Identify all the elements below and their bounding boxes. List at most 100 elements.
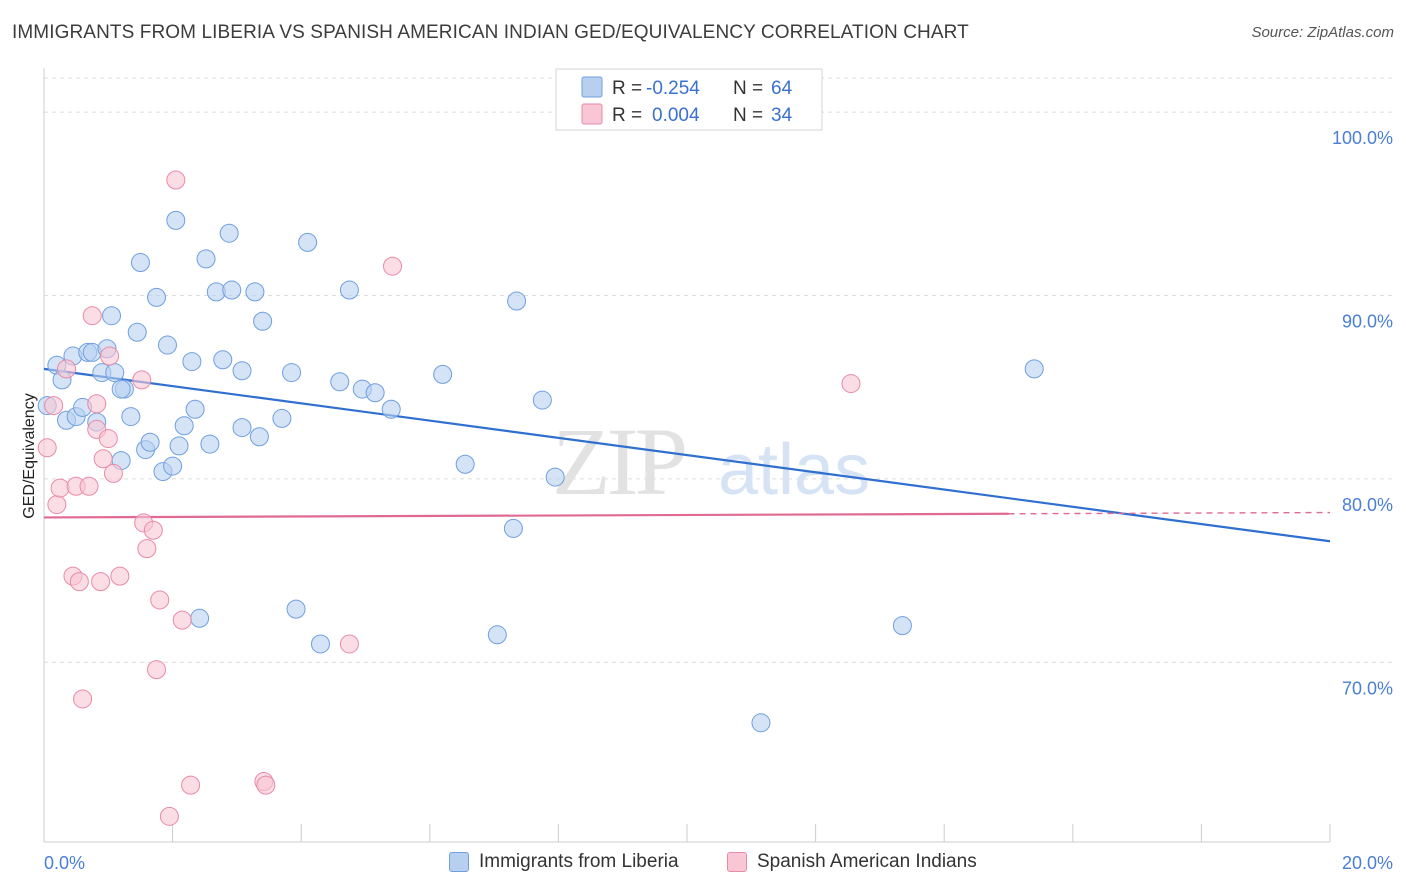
liberia-point [121, 407, 141, 427]
spanish-american-indian-point [100, 346, 120, 366]
liberia-point [200, 434, 220, 454]
liberia-point [751, 713, 771, 733]
liberia-point [330, 372, 350, 392]
liberia-point [102, 306, 122, 326]
spanish-american-indian-point [339, 634, 359, 654]
liberia-point [130, 253, 150, 273]
axis-layer: 70.0% 80.0% 90.0% 100.0% 0.0% 20.0% [43, 68, 1393, 873]
liberia-point [272, 408, 292, 428]
spanish-american-indian-trend-line [43, 512, 1009, 519]
liberia-point [232, 361, 252, 381]
liberia-trend-line [43, 367, 1331, 543]
liberia-point [140, 432, 160, 452]
liberia-point [545, 467, 565, 487]
points-layer [37, 88, 1044, 826]
spanish-american-indian-point [181, 775, 201, 795]
liberia-point [455, 454, 475, 474]
legend-swatch-blue [581, 76, 603, 98]
liberia-point [892, 616, 912, 636]
watermark-zip: ZIP [552, 408, 685, 515]
spanish-american-indian-point [159, 806, 179, 826]
liberia-point [298, 232, 318, 252]
spanish-american-indian-point [87, 394, 107, 414]
legend-r-value-1: -0.254 [646, 78, 700, 99]
legend-r-label-2: R = [612, 105, 642, 126]
spanish-american-indian-point [147, 660, 167, 680]
liberia-point [213, 350, 233, 370]
y-tick-label: 80.0% [1342, 495, 1393, 515]
liberia-point [182, 352, 202, 372]
y-tick-label: 70.0% [1342, 678, 1393, 698]
liberia-point [532, 390, 552, 410]
liberia-point [503, 518, 523, 538]
spanish-american-indian-point [79, 476, 99, 496]
legend-r-value-2: 0.004 [652, 105, 700, 126]
watermark: ZIP atlas [552, 408, 870, 515]
spanish-american-indian-trend-extension [1008, 511, 1331, 515]
x-tick-label: 0.0% [44, 853, 85, 873]
liberia-point [507, 291, 527, 311]
legend-swatch-pink [581, 103, 603, 125]
spanish-american-indian-point [69, 572, 89, 592]
legend-r-label-1: R = [612, 78, 642, 99]
liberia-point [1024, 359, 1044, 379]
spanish-american-indian-point [103, 463, 123, 483]
liberia-point [111, 379, 131, 399]
bottom-legend: Immigrants from Liberia Spanish American… [0, 851, 1406, 879]
liberia-point [381, 399, 401, 419]
y-tick-label: 100.0% [1332, 128, 1393, 148]
spanish-american-indian-point [47, 495, 67, 515]
liberia-point [169, 436, 189, 456]
liberia-point [105, 363, 125, 383]
spanish-american-indian-point [57, 359, 77, 379]
spanish-american-indian-point [44, 396, 64, 416]
bottom-legend-item-liberia: Immigrants from Liberia [449, 851, 679, 873]
liberia-point [222, 280, 242, 300]
spanish-american-indian-point [143, 520, 163, 540]
spanish-american-indian-point [841, 374, 861, 394]
liberia-point [339, 280, 359, 300]
legend-n-label-2: N = [733, 105, 763, 126]
liberia-point [163, 456, 183, 476]
chart-title: IMMIGRANTS FROM LIBERIA VS SPANISH AMERI… [12, 22, 969, 43]
liberia-point [282, 363, 302, 383]
liberia-point [487, 625, 507, 645]
bottom-legend-label-spanish-american-indians: Spanish American Indians [757, 851, 977, 872]
spanish-american-indian-point [166, 170, 186, 190]
spanish-american-indian-point [98, 429, 118, 449]
liberia-point [157, 335, 177, 355]
bottom-legend-item-spanish-american-indians: Spanish American Indians [727, 851, 977, 873]
spanish-american-indian-point [82, 306, 102, 326]
spanish-american-indian-point [383, 256, 403, 276]
liberia-point [433, 364, 453, 384]
spanish-american-indian-point [150, 590, 170, 610]
liberia-point [286, 599, 306, 619]
spanish-american-indian-point [93, 449, 113, 469]
liberia-point [127, 322, 147, 342]
liberia-point [190, 608, 210, 628]
legend-n-value-1: 64 [771, 78, 793, 99]
chart-source: Source: ZipAtlas.com [1251, 24, 1394, 41]
y-axis-title: GED/Equivalency [21, 393, 38, 518]
bottom-legend-label-liberia: Immigrants from Liberia [479, 851, 679, 872]
liberia-point [219, 223, 239, 243]
liberia-point [232, 418, 252, 438]
spanish-american-indian-point [91, 572, 111, 592]
x-tick-label: 20.0% [1342, 853, 1393, 873]
spanish-american-indian-point [73, 689, 93, 709]
trend-layer [43, 367, 1331, 543]
liberia-point [245, 282, 265, 302]
spanish-american-indian-point [132, 370, 152, 390]
liberia-point [310, 634, 330, 654]
spanish-american-indian-point [172, 610, 192, 630]
liberia-point [185, 399, 205, 419]
legend-box: R = -0.254 N = 64 R = 0.004 N = 34 [555, 68, 823, 131]
liberia-point [253, 311, 273, 331]
spanish-american-indian-point [137, 539, 157, 559]
legend-n-value-2: 34 [771, 105, 793, 126]
liberia-point [365, 383, 385, 403]
liberia-point [147, 287, 167, 307]
bottom-legend-swatch-pink [727, 852, 747, 872]
spanish-american-indian-point [37, 438, 57, 458]
